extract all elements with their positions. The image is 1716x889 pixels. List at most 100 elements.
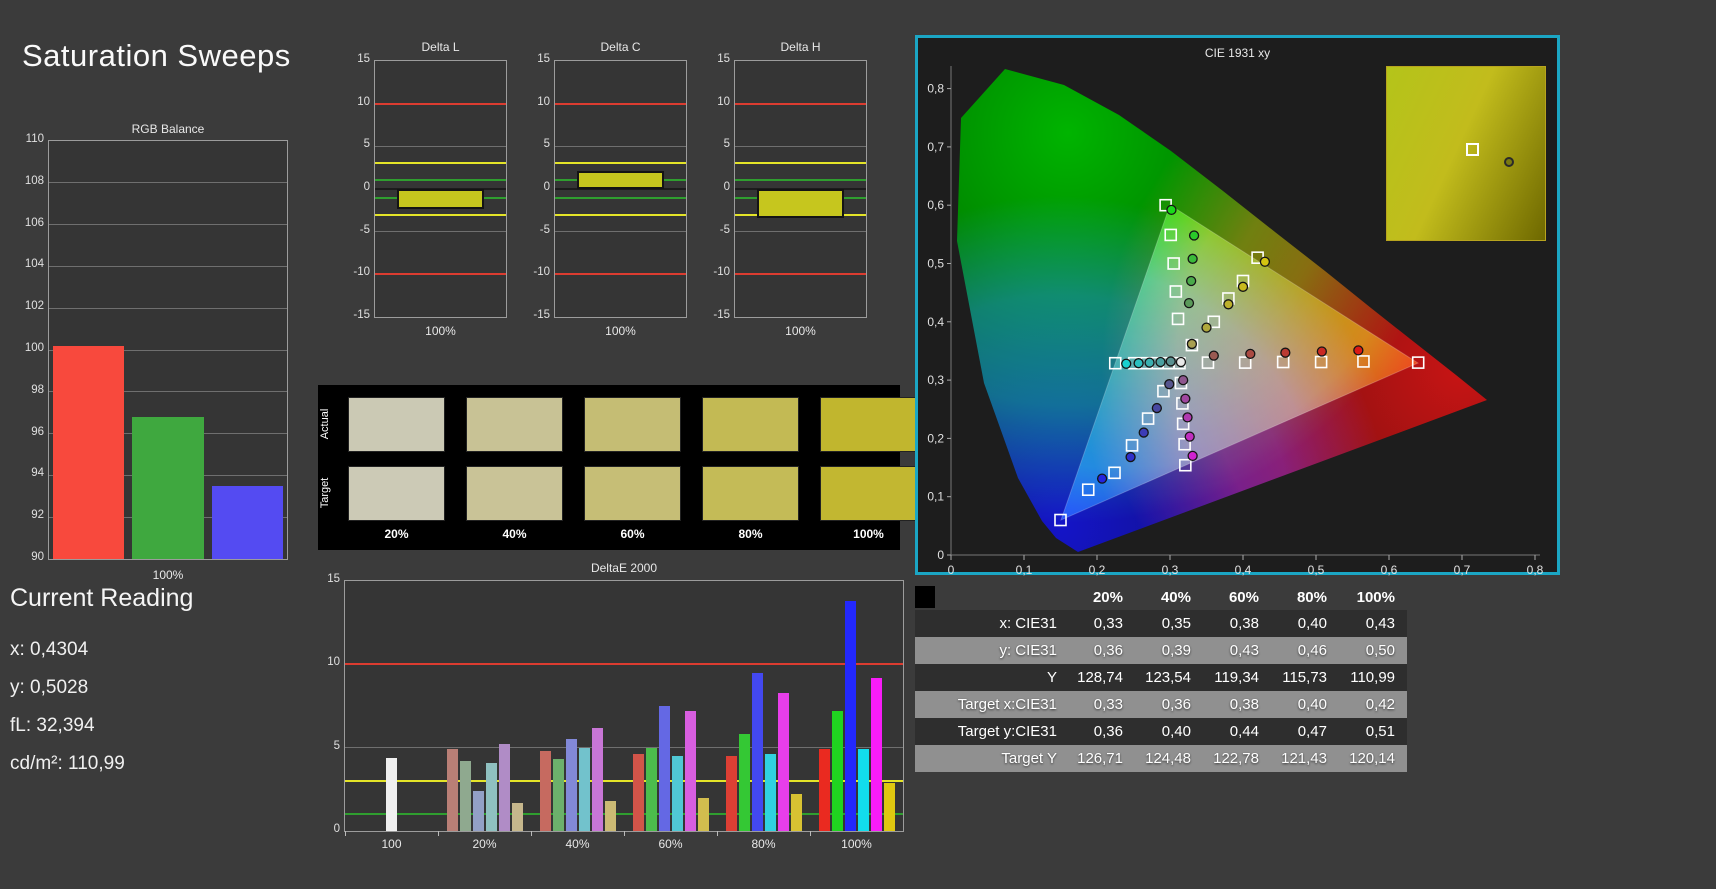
current-reading-panel: Current Reading x: 0,4304 y: 0,5028 fL: …	[10, 584, 193, 783]
measured-point	[1184, 431, 1195, 442]
y-tick-label: 0	[937, 548, 944, 562]
target-marker	[1108, 356, 1122, 370]
reference-line	[345, 663, 903, 666]
gridline	[735, 231, 866, 233]
table-corner-cell	[915, 586, 1067, 608]
saturation-label: 60%	[620, 527, 645, 541]
table-row: Y 128,74 123,54 119,34 115,73 110,99	[915, 664, 1407, 691]
y-tick-label: 10	[537, 95, 550, 108]
table-row: Target y:CIE31 0,36 0,40 0,44 0,47 0,51	[915, 718, 1407, 745]
bar	[684, 711, 696, 831]
saturation-label: 40%	[502, 527, 527, 541]
y-tick-label: 0,2	[927, 431, 944, 445]
target-marker	[1201, 356, 1215, 369]
table-cell: 0,40	[1161, 723, 1191, 740]
measured-point	[1183, 297, 1195, 309]
x-tick-label: 0,2	[1089, 563, 1106, 577]
target-marker	[1054, 513, 1067, 527]
reference-line	[735, 102, 866, 105]
bar	[764, 754, 776, 831]
actual-target-swatch-panel: Actual Target 20% 40% 60% 80% 100%	[318, 385, 917, 550]
cie-points	[1054, 198, 1425, 527]
reference-line	[375, 102, 506, 105]
table-row-label: Target y:CIE31	[957, 723, 1057, 740]
x-tick-label: 0,4	[1235, 563, 1252, 577]
bar	[671, 756, 683, 831]
bar	[738, 734, 750, 831]
swatch-target	[466, 466, 563, 521]
y-tick-label: 5	[543, 138, 550, 151]
target-marker	[1108, 466, 1121, 480]
y-tick-label: 15	[327, 573, 340, 585]
swatch-actual	[702, 397, 799, 452]
x-tick-label: 40%	[565, 837, 590, 851]
measured-point	[1353, 345, 1364, 356]
y-tick-label: -10	[713, 266, 730, 279]
axis-tick	[530, 831, 532, 836]
bar	[591, 727, 603, 831]
chart-title: Delta C	[600, 40, 641, 54]
table-header-row: 20% 40% 60% 80% 100%	[915, 584, 1407, 610]
bar	[578, 747, 590, 831]
y-tick-label: 15	[357, 53, 370, 65]
bar	[883, 782, 895, 831]
delta-c-chart: Delta C -15 -10 -5 0 5 10 15 100%	[510, 38, 700, 343]
target-marker	[1179, 458, 1192, 472]
chart-title: Delta H	[780, 40, 821, 54]
gridline	[49, 307, 287, 309]
bar	[132, 416, 204, 559]
chart-title: Delta L	[421, 40, 460, 54]
axis-tick	[344, 831, 346, 836]
reference-line	[555, 102, 686, 105]
table-row: y: CIE31 0,36 0,39 0,43 0,46 0,50	[915, 637, 1407, 664]
measured-point	[1245, 348, 1256, 360]
deltae-2000-chart: DeltaE 2000 0 5 10 15 100 20% 40% 60% 80% 100%	[318, 545, 918, 865]
target-marker	[1081, 483, 1095, 497]
y-tick-label: 100	[24, 342, 44, 354]
target-marker	[1207, 315, 1221, 329]
bar	[697, 797, 709, 831]
measured-point	[1121, 358, 1132, 369]
reference-line	[555, 162, 686, 165]
measured-point	[1165, 356, 1176, 367]
gridline	[345, 747, 903, 749]
table-cell: 122,78	[1213, 750, 1259, 767]
target-marker	[1238, 356, 1252, 369]
target-marker	[1141, 412, 1155, 425]
measured-point	[1096, 473, 1108, 484]
x-tick-label: 100%	[841, 837, 872, 851]
measured-point	[1259, 256, 1271, 267]
x-tick-label: 0,5	[1308, 563, 1325, 577]
measured-point	[1316, 346, 1327, 357]
table-cell: 121,43	[1281, 750, 1327, 767]
table-cell: 0,43	[1365, 615, 1395, 632]
reference-line	[555, 196, 686, 199]
cie-axes: 00 0,1 0,1 0,2 0,2 0,3 0,3 0,4 0,4 0,5 0,5 0,6 0,6 0,…	[927, 66, 1544, 577]
rgb-balance-chart: RGB Balance 90 92 94 96 98 100 102 104 106 108 110…	[10, 118, 310, 593]
axis-tick	[809, 831, 811, 836]
bar	[211, 485, 284, 559]
bar	[751, 672, 763, 831]
table-header-cell: 80%	[1296, 588, 1327, 606]
y-tick-label: -5	[539, 223, 550, 236]
x-tick-label: 0,7	[1454, 563, 1471, 577]
table-cell: 0,43	[1229, 642, 1259, 659]
table-row: Target Y 126,71 124,48 122,78 121,43 120,14	[915, 745, 1407, 772]
delta-l-chart: Delta L -15 -10 -5 0 5 10 15 100%	[330, 38, 520, 343]
table-row-label: Target Y	[1001, 750, 1057, 767]
x-tick-label: 0	[948, 563, 955, 577]
chart-title: RGB Balance	[131, 122, 205, 136]
swatch-target	[584, 466, 681, 521]
table-cell: 0,33	[1093, 696, 1123, 713]
table-cell: 0,42	[1365, 696, 1395, 713]
y-tick-label: 10	[357, 95, 370, 108]
bar	[577, 171, 664, 189]
cie-1931-chart: 0 0 0,1 0,1 0,2 0,2 0,3 0,3 0,4 0,4 0,5 0,5 0,6 0,6 0,…	[915, 35, 1560, 577]
table-cell: 0,51	[1365, 723, 1395, 740]
reference-line	[375, 273, 506, 276]
bar	[565, 739, 577, 831]
measured-point	[1186, 275, 1197, 287]
reference-line	[375, 213, 506, 216]
measured-point	[1223, 299, 1234, 310]
